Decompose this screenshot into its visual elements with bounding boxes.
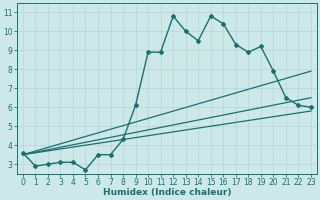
X-axis label: Humidex (Indice chaleur): Humidex (Indice chaleur)	[103, 188, 231, 197]
